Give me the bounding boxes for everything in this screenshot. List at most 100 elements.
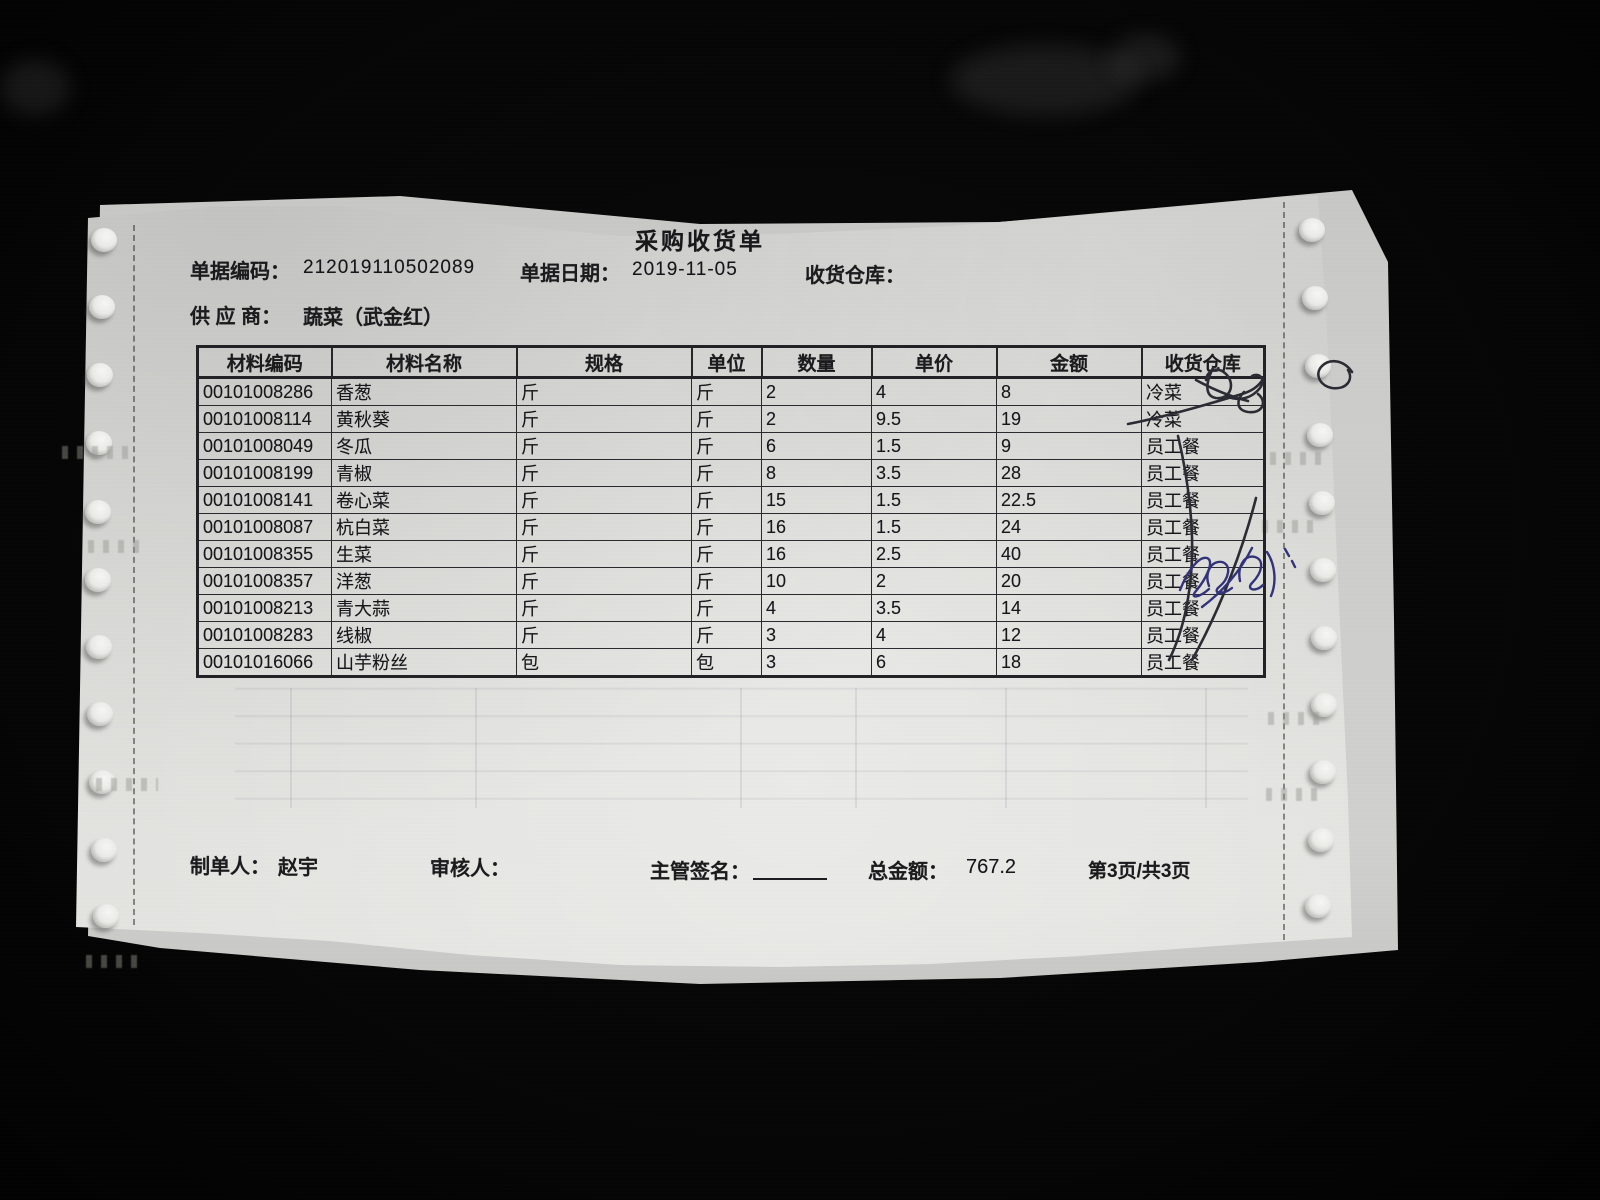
- table-cell: 3.5: [871, 459, 997, 487]
- table-cell: 黄秋葵: [331, 405, 517, 433]
- table-cell: 3: [761, 648, 872, 677]
- table-cell: 斤: [516, 459, 692, 487]
- table-cell: 9.5: [871, 405, 997, 433]
- table-cell: 2: [761, 377, 872, 406]
- table-cell: 冷菜: [1141, 405, 1265, 433]
- show-through-column-line: [1205, 688, 1207, 808]
- table-cell: 香葱: [331, 377, 517, 406]
- perforation-line-right: [1283, 202, 1285, 940]
- table-row: 00101008199 青椒斤斤 8 3.5 28 员工餐: [197, 459, 1265, 487]
- table-cell: 00101008049: [197, 432, 332, 460]
- table-row: 00101008286 香葱斤斤 2 4 8 冷菜: [197, 377, 1265, 406]
- table-cell: 斤: [691, 432, 762, 460]
- table-cell: 斤: [516, 567, 692, 595]
- total-value: 767.2: [966, 856, 1017, 878]
- show-through-column-line: [855, 688, 857, 808]
- table-cell: 斤: [691, 594, 762, 622]
- table-cell: 斤: [516, 621, 692, 649]
- table-cell: 员工餐: [1141, 486, 1265, 514]
- table-cell: 青椒: [331, 459, 517, 487]
- table-cell: 00101008213: [197, 594, 332, 622]
- table-cell: 22.5: [996, 486, 1142, 514]
- table-cell: 4: [761, 594, 872, 622]
- table-cell: 2: [761, 405, 872, 433]
- table-cell: 2.5: [871, 540, 997, 568]
- maker-label: 制单人：: [190, 856, 270, 878]
- table-cell: 斤: [691, 567, 762, 595]
- table-cell: 15: [761, 486, 872, 514]
- supervisor-sign-label: 主管签名：: [650, 861, 750, 883]
- table-cell: 2: [871, 567, 997, 595]
- doc-number-label: 单据编码：: [190, 261, 290, 283]
- tractor-feed-hole: [1310, 760, 1336, 784]
- table-cell: 14: [996, 594, 1142, 622]
- table-cell: 9: [996, 432, 1142, 460]
- table-cell: 12: [996, 621, 1142, 649]
- column-header: 材料编码: [196, 345, 333, 379]
- table-cell: 3.5: [871, 594, 997, 622]
- doc-date-label: 单据日期：: [520, 263, 620, 285]
- total-label: 总金额：: [868, 861, 948, 883]
- table-cell: 斤: [691, 405, 762, 433]
- tractor-feed-hole: [1308, 828, 1334, 852]
- tractor-feed-hole: [85, 568, 111, 592]
- show-through-column-line: [290, 688, 292, 808]
- column-header: 数量: [760, 345, 873, 379]
- table-cell: 3: [761, 621, 872, 649]
- items-table: 材料编码 材料名称 规格 单位 数量 单价 金额 收货仓库 00101008286 香葱斤斤 2 4…: [196, 345, 1266, 678]
- auditor-label: 审核人：: [430, 858, 510, 880]
- table-cell: 斤: [516, 432, 692, 460]
- table-cell: 线椒: [331, 621, 517, 649]
- table-row: 00101008114 黄秋葵斤斤 2 9.5 19 冷菜: [197, 405, 1265, 433]
- table-cell: 00101008357: [197, 567, 332, 595]
- table-cell: 员工餐: [1141, 432, 1265, 460]
- column-header: 材料名称: [330, 345, 518, 379]
- table-cell: 斤: [516, 405, 692, 433]
- table-cell: 6: [871, 648, 997, 677]
- supplier-label: 供 应 商：: [190, 306, 282, 328]
- table-cell: 16: [761, 540, 872, 568]
- table-cell: 生菜: [331, 540, 517, 568]
- table-row: 00101008213 青大蒜斤斤 4 3.5 14 员工餐: [197, 594, 1265, 622]
- table-cell: 10: [761, 567, 872, 595]
- table-cell: 20: [996, 567, 1142, 595]
- table-cell: 4: [871, 377, 997, 406]
- table-cell: 00101016066: [197, 648, 332, 677]
- tractor-feed-hole: [1307, 423, 1333, 447]
- column-header: 金额: [995, 345, 1143, 379]
- table-cell: 员工餐: [1141, 540, 1265, 568]
- table-cell: 24: [996, 513, 1142, 541]
- tractor-feed-hole: [85, 500, 111, 524]
- table-cell: 员工餐: [1141, 513, 1265, 541]
- tractor-feed-hole: [1299, 218, 1325, 242]
- table-cell: 00101008087: [197, 513, 332, 541]
- table-row: 00101008049 冬瓜斤斤 6 1.5 9 员工餐: [197, 432, 1265, 460]
- background-smudge: [950, 45, 1140, 115]
- show-through-column-line: [740, 688, 742, 808]
- tractor-feed-hole: [1310, 558, 1336, 582]
- table-cell: 洋葱: [331, 567, 517, 595]
- table-cell: 斤: [516, 594, 692, 622]
- tractor-feed-hole: [86, 431, 112, 455]
- table-header-row: 材料编码 材料名称 规格 单位 数量 单价 金额 收货仓库: [196, 345, 1266, 379]
- table-cell: 包: [516, 648, 692, 677]
- table-cell: 青大蒜: [331, 594, 517, 622]
- tractor-feed-hole: [1309, 491, 1335, 515]
- ghost-print-mark: [86, 955, 144, 968]
- table-cell: 卷心菜: [331, 486, 517, 514]
- table-cell: 员工餐: [1141, 621, 1265, 649]
- tractor-feed-hole: [1305, 354, 1331, 378]
- table-row: 00101008355 生菜斤斤 16 2.5 40 员工餐: [197, 540, 1265, 568]
- table-cell: 斤: [516, 540, 692, 568]
- table-cell: 00101008286: [197, 377, 332, 406]
- table-cell: 斤: [691, 459, 762, 487]
- tractor-feed-hole: [1302, 286, 1328, 310]
- doc-number-value: 212019110502089: [303, 257, 476, 278]
- table-cell: 00101008141: [197, 486, 332, 514]
- table-cell: 斤: [516, 513, 692, 541]
- tractor-feed-hole: [91, 228, 117, 252]
- tractor-feed-hole: [87, 702, 113, 726]
- background-smudge: [0, 60, 70, 115]
- ghost-print-mark: [1266, 788, 1320, 801]
